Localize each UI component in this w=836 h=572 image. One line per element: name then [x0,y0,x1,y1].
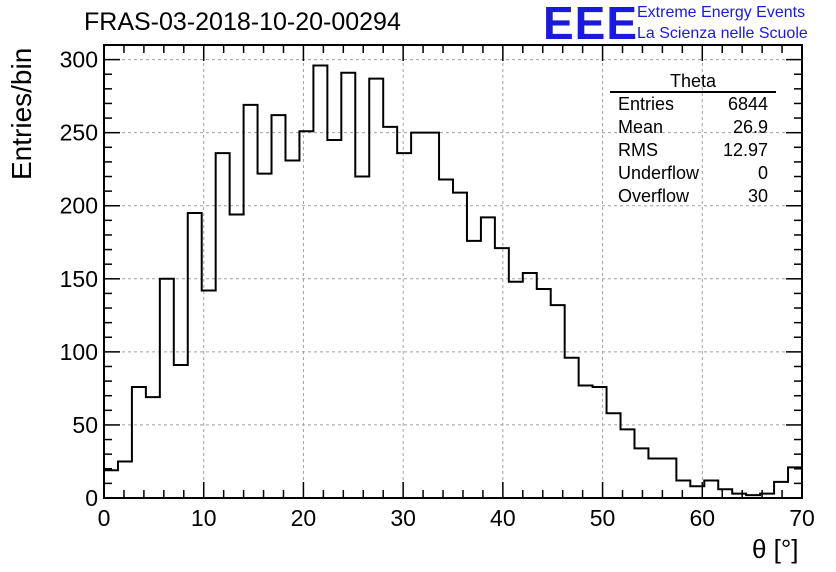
axis-ticks [103,44,803,499]
histogram-bin [439,179,453,498]
eee-logo: EEE [543,0,639,49]
y-tick-label: 250 [60,120,98,146]
y-tick-label: 150 [60,266,98,292]
histogram-bin [244,105,258,498]
histogram-bin [704,480,718,498]
x-tick-label: 0 [98,505,111,531]
histogram-bin [160,279,174,498]
histogram-bin [453,193,467,498]
histogram-bin [774,482,788,498]
histogram-bin [481,217,495,498]
stats-row-rms: RMS 12.97 [610,139,776,162]
logo-line-1: Extreme Energy Events [637,4,806,21]
x-tick-label: 30 [390,505,416,531]
histogram-bin [411,133,425,498]
histogram-bin [299,131,313,498]
histogram-bin [593,387,607,498]
stats-row-entries: Entries 6844 [610,93,776,116]
histogram-bin [634,448,648,498]
stats-label: Entries [618,94,675,114]
histogram-bin [369,79,383,498]
histogram-bin [132,387,146,498]
x-tick-label: 50 [590,505,616,531]
chart-title: FRAS-03-2018-10-20-00294 [84,8,401,36]
y-tick-label: 0 [85,485,98,511]
histogram-bin [662,459,676,498]
histogram-bin [202,290,216,498]
histogram-bin [621,429,635,498]
histogram-bin [188,213,202,498]
histogram-bin [467,241,481,498]
histogram-bin [537,289,551,498]
x-tick-label: 70 [789,505,815,531]
histogram-bin [579,385,593,498]
stats-label: Mean [618,117,664,137]
histogram-bin [495,248,509,498]
x-axis-label: θ [°] [752,534,799,564]
histogram-bin [523,273,537,498]
stats-box: Theta Entries 6844 Mean 26.9 RMS 12.97 U… [610,71,776,208]
histogram-bin [565,358,579,498]
histogram-bin [258,174,272,498]
histogram-bin [174,365,188,498]
histogram-series [103,64,803,498]
y-tick-label: 300 [60,47,98,73]
histogram-bin [718,489,732,498]
logo-line-2: La Scienza nelle Scuole [637,25,808,42]
histogram-bin [355,177,369,498]
y-tick-label: 100 [60,339,98,365]
y-tick-label: 200 [60,193,98,219]
grid-lines [104,45,802,498]
x-tick-label: 60 [689,505,715,531]
histogram-bin [285,160,299,498]
plot-frame [103,44,803,499]
histogram-outline [103,64,803,498]
histogram-bin [425,133,439,498]
histogram-bin [383,127,397,498]
histogram-bin [551,305,565,498]
histogram-bin [118,461,132,498]
y-tick-label: 50 [72,412,98,438]
stats-value: 0 [757,163,768,183]
stats-label: RMS [618,140,658,160]
histogram-bin [648,459,662,498]
x-tick-label: 40 [490,505,516,531]
x-tick-label: 20 [291,505,317,531]
y-axis-label: Entries/bin [6,47,37,180]
histogram-bin [272,115,286,498]
histogram-bin [146,397,160,498]
histogram-bin [230,215,244,498]
stats-label: Underflow [618,163,700,183]
stats-value: 6844 [727,94,768,114]
histogram-bin [341,73,355,498]
histogram-bin [327,140,341,498]
stats-label: Overflow [618,186,690,206]
histogram-bin [397,153,411,498]
stats-row-overflow: Overflow 30 [610,185,776,208]
histogram-bin [676,480,690,498]
stats-value: 30 [747,186,768,206]
stats-value: 26.9 [732,117,768,137]
histogram-bin [313,65,327,498]
stats-row-mean: Mean 26.9 [610,116,776,139]
x-tick-label: 10 [191,505,217,531]
stats-title: Theta [610,71,776,93]
histogram-bin [509,282,523,498]
stats-row-underflow: Underflow 0 [610,162,776,185]
stats-value: 12.97 [722,140,768,160]
histogram-bin [607,413,621,498]
histogram-bin [216,153,230,498]
